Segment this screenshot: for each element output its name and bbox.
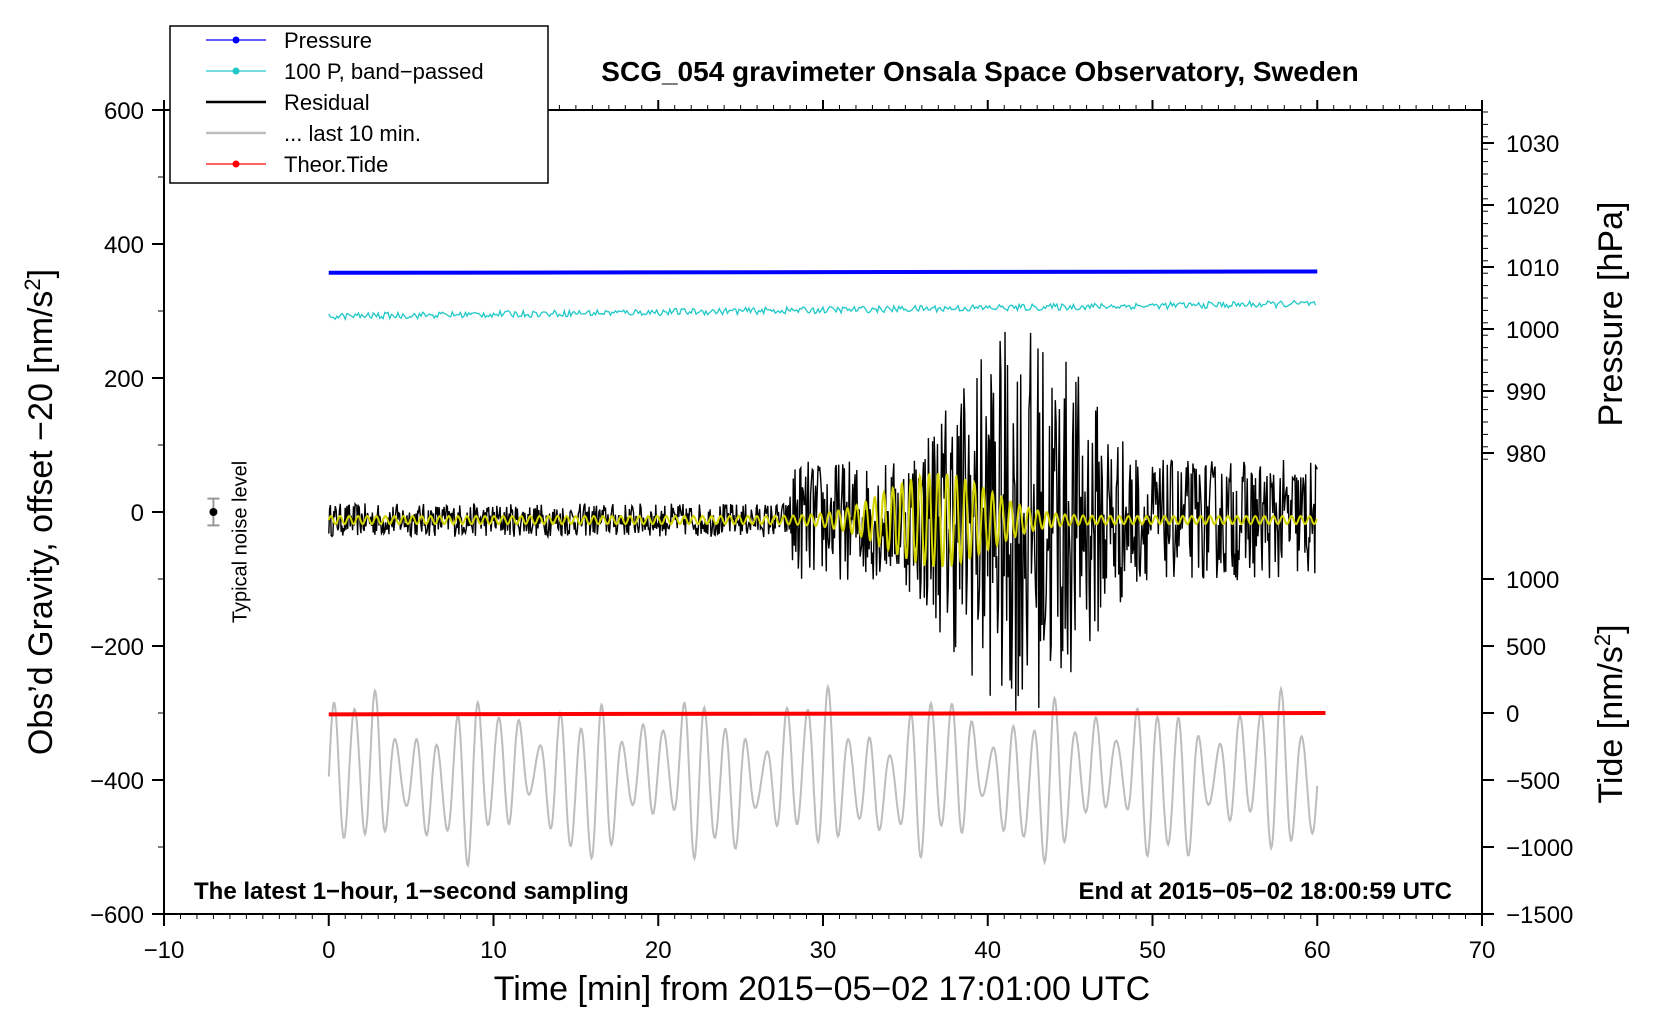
y-axis-tide-title-end: ]	[1592, 624, 1630, 633]
y-left-tick-label-4: −200	[90, 634, 144, 661]
chart-title: SCG_054 gravimeter Onsala Space Observat…	[601, 56, 1358, 87]
y-axis-left-title-main: Obs’d Gravity, offset −20 [nm/s	[22, 291, 60, 756]
y-left-tick-label-1: 400	[104, 232, 144, 259]
tide-tick-label-5: −1500	[1506, 902, 1573, 929]
y-axis-left-title: Obs’d Gravity, offset −20 [nm/s2]	[20, 269, 61, 755]
pressure-tick-label-2: 1010	[1506, 255, 1559, 282]
noise-label: Typical noise level	[229, 461, 251, 623]
pressure-tick-label-0: 1030	[1506, 131, 1559, 158]
x-tick-label-5: 40	[974, 937, 1001, 964]
x-tick-label-8: 70	[1469, 937, 1496, 964]
legend-box	[169, 25, 549, 184]
tide-tick-label-4: −1000	[1506, 835, 1573, 862]
y-left-tick-label-2: 200	[104, 366, 144, 393]
note-latest-hour: The latest 1−hour, 1−second sampling	[194, 878, 629, 905]
y-left-tick-label-6: −600	[90, 902, 144, 929]
y-axis-left-title-sup: 2	[20, 278, 45, 290]
tide-tick-label-0: 1000	[1506, 567, 1559, 594]
tide-tick-label-1: 500	[1506, 634, 1546, 661]
noise-level-marker: Typical noise level	[207, 461, 251, 623]
legend-marker-4	[232, 160, 240, 168]
series-residual	[328, 331, 1318, 711]
y-axis-tide-title-sup: 2	[1590, 634, 1615, 646]
x-tick-label-4: 30	[810, 937, 837, 964]
y-axis-tide-title-main: Tide [nm/s	[1592, 646, 1630, 803]
legend-marker-1	[232, 67, 240, 75]
y-axis-tide-title: Tide [nm/s2]	[1590, 624, 1631, 803]
pressure-tick-label-4: 990	[1506, 379, 1546, 406]
series-band-passed	[328, 299, 1317, 322]
legend-label-3: ... last 10 min.	[284, 121, 421, 146]
x-axis-title: Time [min] from 2015−05−02 17:01:00 UTC	[494, 970, 1150, 1008]
x-tick-label-0: −10	[144, 937, 185, 964]
y-axis-pressure-title: Pressure [hPa]	[1592, 202, 1630, 427]
legend-label-4: Theor.Tide	[284, 152, 388, 177]
pressure-tick-label-1: 1020	[1506, 193, 1559, 220]
x-tick-label-1: 0	[322, 937, 335, 964]
y-left-tick-label-5: −400	[90, 768, 144, 795]
legend-label-1: 100 P, band−passed	[284, 59, 484, 84]
pressure-tick-label-3: 1000	[1506, 317, 1559, 344]
pressure-tick-label-5: 980	[1506, 441, 1546, 468]
series-last-10-min	[327, 683, 1319, 868]
tide-tick-label-3: −500	[1506, 768, 1560, 795]
legend-label-0: Pressure	[284, 28, 372, 53]
legend: Pressure 100 P, band−passed Residual ... la…	[169, 25, 549, 184]
x-tick-label-3: 20	[645, 937, 672, 964]
series-filtered	[327, 471, 1318, 568]
x-tick-label-2: 10	[480, 937, 507, 964]
x-tick-label-6: 50	[1139, 937, 1166, 964]
series-theor-tide	[328, 711, 1326, 717]
tide-tick-label-2: 0	[1506, 701, 1519, 728]
y-left-tick-label-3: 0	[131, 500, 144, 527]
series-pressure	[328, 269, 1318, 275]
y-axis-left-title-end: ]	[22, 269, 60, 278]
x-tick-label-7: 60	[1304, 937, 1331, 964]
y-left-tick-label-0: 600	[104, 98, 144, 125]
legend-label-2: Residual	[284, 90, 370, 115]
series-group	[327, 269, 1326, 868]
note-end-time: End at 2015−05−02 18:00:59 UTC	[1078, 878, 1452, 905]
legend-marker-0	[232, 36, 240, 44]
axes: −10 0 10 20 30 40 50 60 706004002000−200−400−600…	[90, 98, 1573, 964]
noise-dot	[209, 508, 218, 516]
